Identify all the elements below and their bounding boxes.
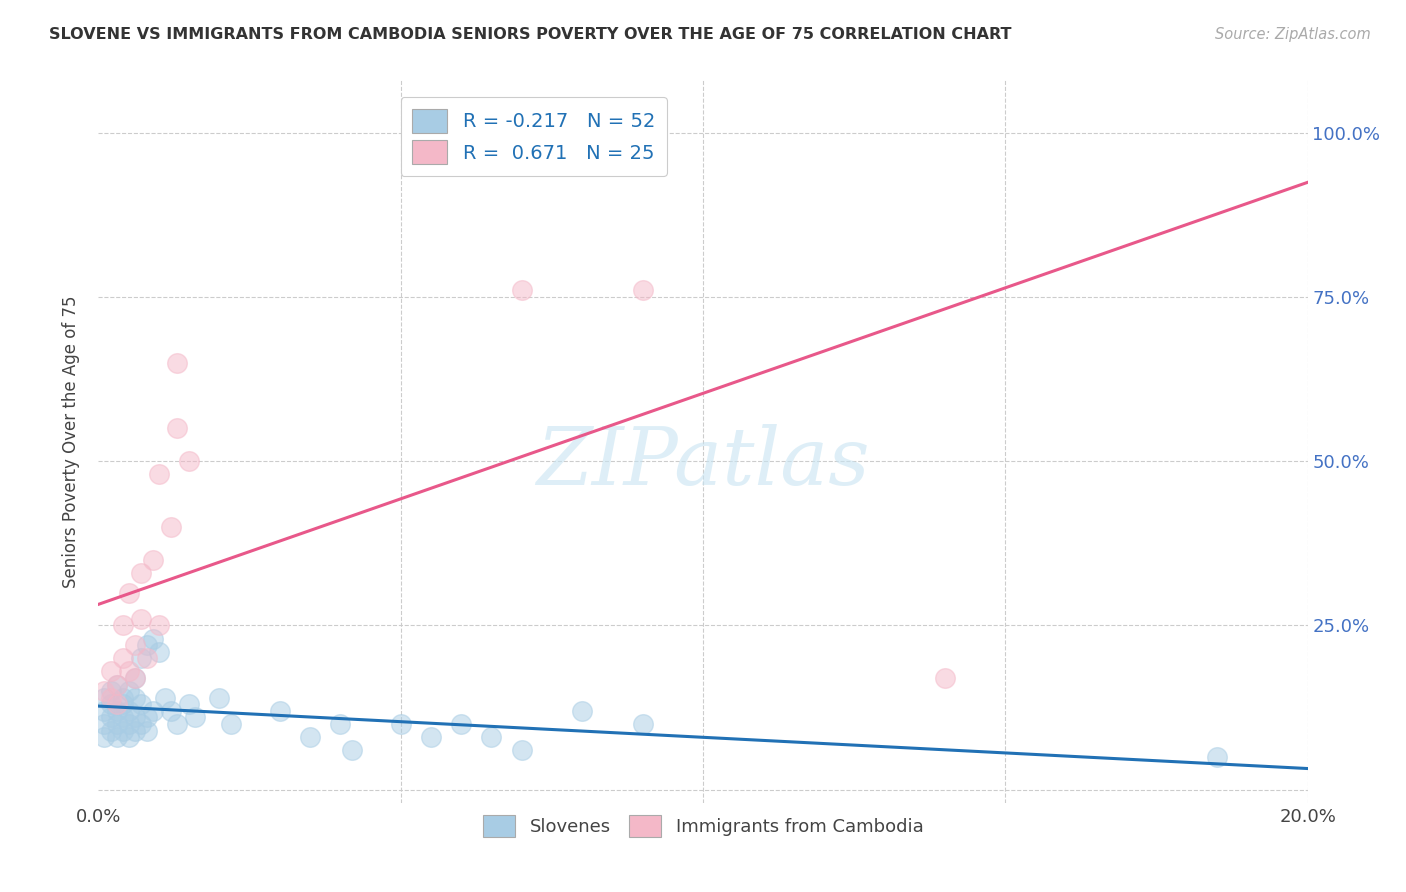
Point: [934, 671, 956, 685]
Point: [100, 665, 122, 679]
Point: [571, 126, 593, 140]
Point: [111, 651, 134, 665]
Text: ZIPatlas: ZIPatlas: [536, 425, 870, 502]
Point: [111, 690, 134, 705]
Point: [148, 645, 170, 659]
Point: [142, 704, 165, 718]
Point: [111, 698, 134, 712]
Point: [118, 704, 141, 718]
Point: [166, 421, 188, 435]
Point: [105, 730, 128, 744]
Point: [179, 454, 201, 468]
Point: [129, 651, 152, 665]
Point: [100, 698, 122, 712]
Point: [124, 723, 146, 738]
Point: [124, 671, 146, 685]
Point: [160, 520, 183, 534]
Point: [148, 467, 170, 482]
Point: [124, 638, 146, 652]
Point: [135, 638, 157, 652]
Point: [631, 717, 654, 731]
Point: [129, 717, 152, 731]
Point: [420, 730, 443, 744]
Legend: Slovenes, Immigrants from Cambodia: Slovenes, Immigrants from Cambodia: [475, 808, 931, 845]
Point: [450, 717, 472, 731]
Point: [342, 743, 364, 757]
Point: [208, 690, 231, 705]
Point: [93, 690, 115, 705]
Point: [93, 684, 115, 698]
Point: [124, 690, 146, 705]
Point: [118, 665, 141, 679]
Point: [105, 704, 128, 718]
Point: [105, 698, 128, 712]
Point: [571, 704, 593, 718]
Point: [118, 585, 141, 599]
Point: [118, 717, 141, 731]
Point: [124, 671, 146, 685]
Point: [105, 677, 128, 691]
Point: [142, 553, 165, 567]
Point: [105, 717, 128, 731]
Point: [389, 717, 412, 731]
Point: [118, 684, 141, 698]
Point: [111, 710, 134, 724]
Point: [481, 730, 503, 744]
Point: [329, 717, 352, 731]
Point: [269, 704, 291, 718]
Point: [184, 710, 207, 724]
Point: [160, 704, 183, 718]
Point: [148, 618, 170, 632]
Text: SLOVENE VS IMMIGRANTS FROM CAMBODIA SENIORS POVERTY OVER THE AGE OF 75 CORRELATI: SLOVENE VS IMMIGRANTS FROM CAMBODIA SENI…: [49, 27, 1012, 42]
Point: [135, 723, 157, 738]
Point: [105, 677, 128, 691]
Point: [100, 690, 122, 705]
Point: [221, 717, 243, 731]
Point: [111, 618, 134, 632]
Point: [93, 704, 115, 718]
Point: [153, 690, 176, 705]
Point: [631, 284, 654, 298]
Point: [93, 730, 115, 744]
Point: [129, 698, 152, 712]
Point: [100, 723, 122, 738]
Point: [100, 710, 122, 724]
Point: [299, 730, 322, 744]
Point: [135, 710, 157, 724]
Point: [129, 612, 152, 626]
Point: [510, 284, 533, 298]
Point: [1206, 749, 1229, 764]
Point: [142, 632, 165, 646]
Point: [93, 717, 115, 731]
Point: [124, 710, 146, 724]
Point: [100, 684, 122, 698]
Point: [135, 651, 157, 665]
Point: [166, 717, 188, 731]
Point: [510, 743, 533, 757]
Text: Source: ZipAtlas.com: Source: ZipAtlas.com: [1215, 27, 1371, 42]
Point: [166, 356, 188, 370]
Y-axis label: Seniors Poverty Over the Age of 75: Seniors Poverty Over the Age of 75: [62, 295, 80, 588]
Point: [129, 566, 152, 580]
Point: [118, 730, 141, 744]
Point: [111, 723, 134, 738]
Point: [179, 698, 201, 712]
